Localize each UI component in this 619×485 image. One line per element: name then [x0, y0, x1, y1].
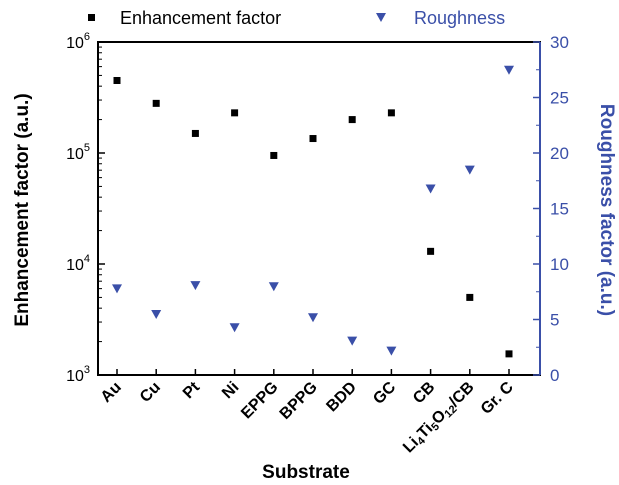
axes: 103 104 105 106 0 5 10 15 20 25 30 Au Cu Pt NiEPPGBPPG… [66, 31, 569, 458]
x-tick-label: CB [410, 379, 438, 407]
enhancement-point [191, 129, 199, 137]
roughness-point [268, 282, 279, 292]
x-tick-label: Ni [219, 379, 242, 402]
y-tick-label-right: 30 [550, 33, 569, 52]
y-tick-label-left: 105 [66, 142, 90, 163]
roughness-point [425, 184, 436, 194]
plot-frame [97, 41, 541, 376]
enhancement-point [505, 350, 513, 358]
x-tick-label: Pt [180, 378, 204, 402]
y-tick-label-right: 15 [550, 200, 569, 219]
enhancement-point [309, 135, 317, 143]
x-tick-label: Li4Ti5O12/CB [400, 379, 479, 458]
x-tick-label: Gr. C [478, 378, 517, 417]
roughness-point [347, 336, 358, 346]
legend: Enhancement factor Roughness [88, 8, 505, 28]
y-tick-label-right: 25 [550, 89, 569, 108]
y-tick-label-left: 104 [66, 253, 90, 274]
x-tick-label: GC [370, 378, 399, 407]
y-tick-label-right: 0 [550, 366, 559, 385]
roughness-point [386, 346, 397, 356]
legend-marker-enhancement [88, 14, 95, 21]
y-tick-label-right: 20 [550, 144, 569, 163]
x-axis-label: Substrate [262, 462, 350, 483]
enhancement-point [466, 293, 474, 301]
y-tick-label-left: 106 [66, 31, 90, 52]
legend-marker-roughness [376, 13, 386, 22]
enhancement-point [387, 109, 395, 117]
roughness-point [308, 313, 318, 323]
legend-label-enhancement: Enhancement factor [120, 8, 281, 28]
x-tick-label: BPPG [277, 379, 321, 423]
roughness-point [112, 284, 122, 294]
y-tick-label-right: 5 [550, 311, 559, 330]
roughness-point [504, 65, 514, 75]
x-tick-label: BDD [323, 379, 360, 416]
legend-label-roughness: Roughness [414, 8, 505, 28]
y-axis-label-right: Roughness factor (a.u.) [596, 104, 617, 316]
roughness-point [151, 309, 162, 319]
enhancement-point [152, 99, 160, 107]
enhancement-point [270, 151, 278, 159]
x-tick-label: Cu [137, 379, 164, 406]
roughness-point [464, 165, 475, 175]
y-tick-label-right: 10 [550, 255, 569, 274]
y-axis-label-left: Enhancement factor (a.u.) [12, 93, 33, 326]
roughness-point [229, 323, 240, 333]
roughness-point [190, 281, 201, 291]
enhancement-point [427, 247, 435, 255]
enhancement-point [231, 109, 239, 117]
x-tick-label: Au [98, 379, 125, 406]
data-marks [112, 65, 514, 358]
enhancement-point [113, 76, 121, 84]
enhancement-point [348, 116, 356, 124]
x-tick-label: EPPG [238, 379, 281, 422]
y-tick-label-left: 103 [66, 364, 90, 385]
